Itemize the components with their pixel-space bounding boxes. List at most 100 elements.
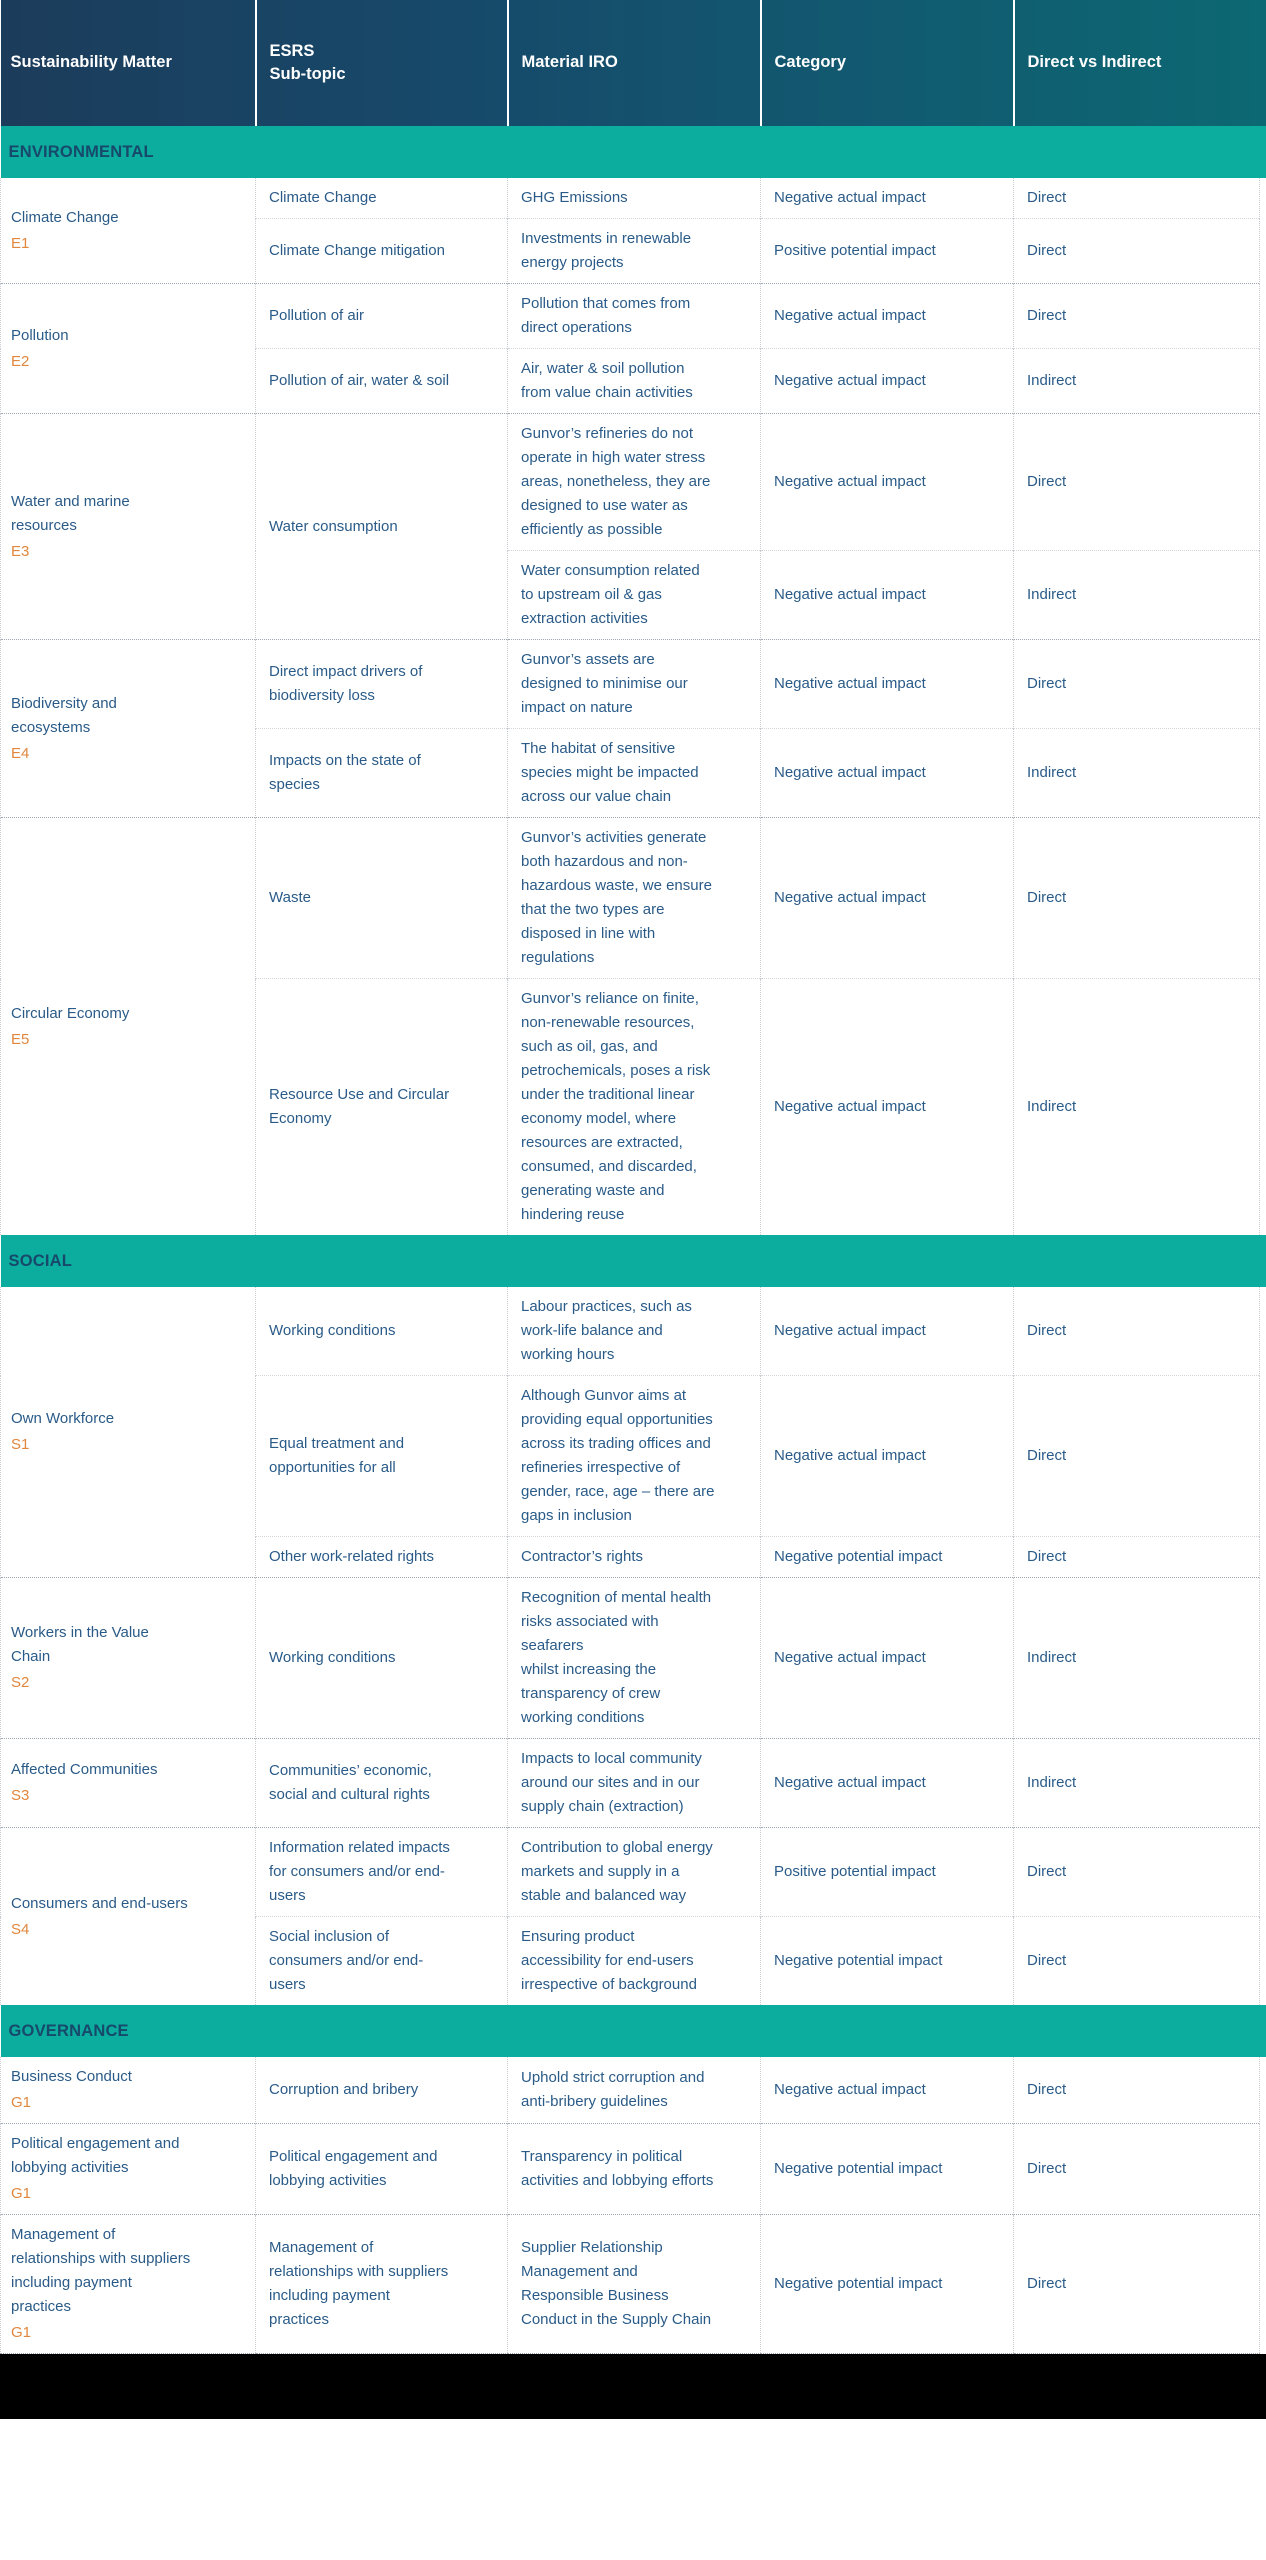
cell-sustainability-matter: Own Workforce S1 [0,1287,256,1578]
cell-esrs-sub-topic-text: Other work-related rights [269,1548,435,1565]
cell-direct-vs-indirect-text: Direct [1027,189,1067,206]
cell-direct-vs-indirect-text: Direct [1027,473,1067,490]
cell-esrs-sub-topic-text: Information related impacts for consumer… [269,1839,450,1904]
cell-esrs-sub-topic-text: Working conditions [269,1649,396,1666]
cell-sustainability-matter: Water and marine resources E3 [0,413,256,640]
cell-esrs-sub-topic: Working conditions [255,1287,508,1376]
cell-esrs-sub-topic-text: Water consumption [269,517,398,535]
esrs-code: S4 [11,1920,30,1938]
cell-category-text: Negative actual impact [774,372,926,389]
cell-category: Negative actual impact [760,728,1014,818]
cell-direct-vs-indirect-text: Direct [1027,889,1067,906]
cell-esrs-sub-topic-text: Climate Change mitigation [269,242,445,259]
cell-esrs-sub-topic: Information related impacts for consumer… [255,1827,508,1917]
cell-category: Negative actual impact [760,1577,1014,1739]
cell-sustainability-matter: Biodiversity and ecosystems E4 [0,639,256,818]
cell-direct-vs-indirect-text: Indirect [1027,372,1077,389]
table-row: Equal treatment and opportunities for al… [1,1375,1266,1537]
matter-name: Climate Change [11,208,119,226]
cell-direct-vs-indirect: Indirect [1013,978,1260,1235]
table-row: Social inclusion of consumers and/or end… [1,1916,1266,2005]
cell-sustainability-matter: Management of relationships with supplie… [0,2214,256,2354]
cell-material-iro-text: Transparency in political activities and… [521,2148,714,2189]
cell-direct-vs-indirect: Direct [1013,218,1260,284]
cell-category-text: Negative actual impact [774,1774,926,1791]
sustainability-matter-text: Management of relationships with supplie… [11,2223,191,2345]
cell-category-text: Negative actual impact [774,307,926,324]
cell-material-iro: Contribution to global energy markets an… [507,1827,761,1917]
table-row: Affected Communities S3 Communities’ econo… [0,1738,1266,1828]
cell-category-text: Negative actual impact [774,586,926,603]
esrs-code: S2 [11,1674,30,1691]
cell-category: Positive potential impact [760,1827,1014,1917]
cell-direct-vs-indirect-text: Direct [1027,675,1067,692]
cell-esrs-sub-topic: Pollution of air [255,283,508,349]
cell-esrs-sub-topic-text: Pollution of air [269,307,365,324]
table-row: Political engagement and lobbying activi… [0,2123,1266,2215]
esrs-code: G1 [11,2185,32,2202]
cell-sustainability-matter: Political engagement and lobbying activi… [0,2123,256,2215]
esrs-code: S1 [11,1436,30,1453]
cell-material-iro-text: Gunvor’s activities generate both hazard… [521,829,712,966]
cell-esrs-sub-topic: Other work-related rights [255,1536,508,1578]
cell-material-iro-text: Pollution that comes from direct operati… [521,295,691,336]
cell-direct-vs-indirect-text: Direct [1027,307,1067,324]
cell-material-iro: Gunvor’s activities generate both hazard… [507,817,761,979]
cell-category: Negative actual impact [760,1287,1014,1376]
cell-material-iro: Ensuring product accessibility for end-u… [507,1916,761,2005]
cell-category-text: Negative potential impact [774,1952,943,1969]
page-bottom-strip [0,2354,1266,2419]
right-edge-spacer [1258,348,1266,414]
cell-category: Negative actual impact [760,348,1014,414]
cell-material-iro: Gunvor’s refineries do not operate in hi… [507,413,761,551]
cell-material-iro: Supplier Relationship Management and Res… [507,2214,761,2354]
matter-name: Political engagement and lobbying activi… [11,2135,180,2176]
cell-esrs-sub-topic-text: Resource Use and Circular Economy [269,1086,450,1127]
cell-esrs-sub-topic-text: Management of relationships with supplie… [269,2239,449,2328]
right-edge-spacer [1258,1287,1266,1376]
cell-direct-vs-indirect: Indirect [1013,728,1260,818]
cell-category-text: Negative actual impact [774,889,926,906]
cell-direct-vs-indirect-text: Indirect [1027,764,1077,781]
cell-sustainability-matter: Workers in the Value Chain S2 [0,1577,256,1739]
cell-direct-vs-indirect: Indirect [1013,1577,1260,1739]
column-header-direct-vs-indirect: Direct vs Indirect [1027,53,1162,72]
table-row: Own Workforce S1 Working conditions Labour … [0,1287,1266,1578]
cell-sustainability-matter: Consumers and end-users S4 [0,1827,256,2005]
column-header-category: Category [760,0,1015,126]
cell-direct-vs-indirect-text: Direct [1027,1447,1067,1464]
cell-category-text: Negative actual impact [774,189,926,206]
cell-material-iro-text: Gunvor’s assets are designed to minimise… [521,651,688,716]
esrs-code: S3 [11,1787,30,1804]
right-edge-spacer [1258,2214,1266,2354]
cell-esrs-sub-topic-text: Equal treatment and opportunities for al… [269,1435,405,1476]
column-header-sustainability-matter: Sustainability Matter [0,0,257,126]
right-edge-spacer [1258,1827,1266,1917]
cell-esrs-sub-topic: Social inclusion of consumers and/or end… [255,1916,508,2005]
cell-esrs-sub-topic: Pollution of air, water & soil [255,348,508,414]
cell-material-iro-text: Although Gunvor aims at providing equal … [521,1387,715,1524]
cell-direct-vs-indirect: Indirect [1013,1738,1260,1828]
cell-category: Negative actual impact [760,978,1014,1235]
section-band-governance: GOVERNANCE [0,2005,1266,2057]
cell-esrs-sub-topic: Waste [255,817,508,979]
cell-direct-vs-indirect-text: Indirect [1027,586,1077,603]
cell-material-iro-text: Investments in renewable energy projects [521,230,692,271]
cell-category: Negative actual impact [760,178,1014,219]
cell-material-iro-text: Impacts to local community around our si… [521,1750,702,1815]
cell-direct-vs-indirect: Direct [1013,2123,1260,2215]
right-edge-spacer [1258,1738,1266,1828]
cell-material-iro-text: Supplier Relationship Management and Res… [521,2239,712,2328]
sustainability-matter-text: Climate Change E1 [11,206,191,256]
cell-esrs-sub-topic-text: Social inclusion of consumers and/or end… [269,1928,424,1993]
cell-direct-vs-indirect-text: Direct [1027,242,1067,259]
cell-material-iro-text: Uphold strict corruption and anti-briber… [521,2069,705,2110]
matter-name: Consumers and end-users [11,1894,188,1912]
section-band-environmental: ENVIRONMENTAL [0,126,1266,178]
cell-material-iro: Air, water & soil pollution from value c… [507,348,761,414]
esrs-code: E2 [11,352,30,370]
sustainability-matter-text: Biodiversity and ecosystems E4 [11,692,191,766]
cell-direct-vs-indirect-text: Direct [1027,1548,1067,1565]
esrs-code: E1 [11,234,30,252]
cell-direct-vs-indirect: Direct [1013,817,1260,979]
